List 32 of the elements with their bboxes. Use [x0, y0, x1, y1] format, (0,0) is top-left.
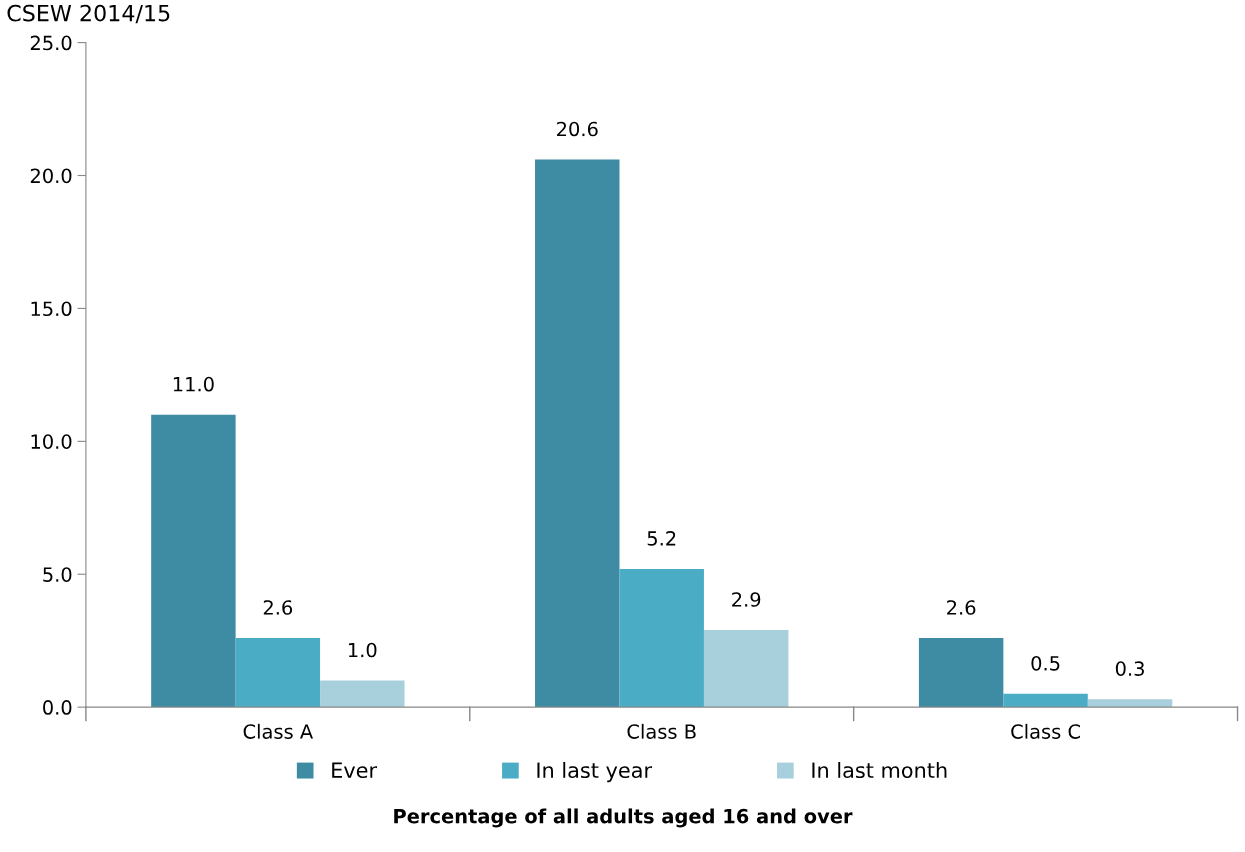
data-label: 0.5	[1031, 655, 1060, 671]
y-tick-label: 0.0	[43, 700, 72, 715]
data-label: 2.6	[947, 600, 976, 615]
data-label: 5.2	[647, 531, 676, 546]
bar	[535, 159, 620, 708]
y-tick-label: 10.0	[31, 434, 72, 449]
bar	[703, 630, 789, 708]
bar	[918, 638, 1004, 708]
legend-label: In last year	[537, 761, 653, 783]
x-tick-label: Class B	[627, 723, 696, 739]
x-tick-label: Class C	[1011, 723, 1080, 739]
y-tick-label: 20.0	[30, 168, 72, 184]
data-label: 11.0	[173, 376, 214, 392]
chart-title: CSEW 2014/15	[7, 4, 170, 24]
data-label: 2.9	[732, 592, 761, 607]
bar	[320, 680, 405, 708]
bar	[1003, 693, 1088, 708]
data-label: 1.0	[348, 642, 377, 658]
legend-label: In last month	[812, 761, 947, 779]
x-axis-title: Percentage of all adults aged 16 and over	[394, 808, 853, 828]
data-label: 2.6	[263, 600, 293, 615]
x-tick-label: Class A	[243, 723, 313, 739]
bar	[619, 568, 704, 708]
bar	[151, 414, 236, 708]
y-tick-label: 25.0	[30, 35, 72, 51]
legend-label: Ever	[332, 762, 378, 779]
y-tick-label: 5.0	[43, 567, 72, 582]
data-label: 0.3	[1115, 661, 1144, 676]
bar	[235, 638, 321, 708]
bar	[1087, 699, 1173, 708]
data-label: 20.6	[557, 121, 598, 137]
y-tick-label: 15.0	[31, 301, 72, 317]
